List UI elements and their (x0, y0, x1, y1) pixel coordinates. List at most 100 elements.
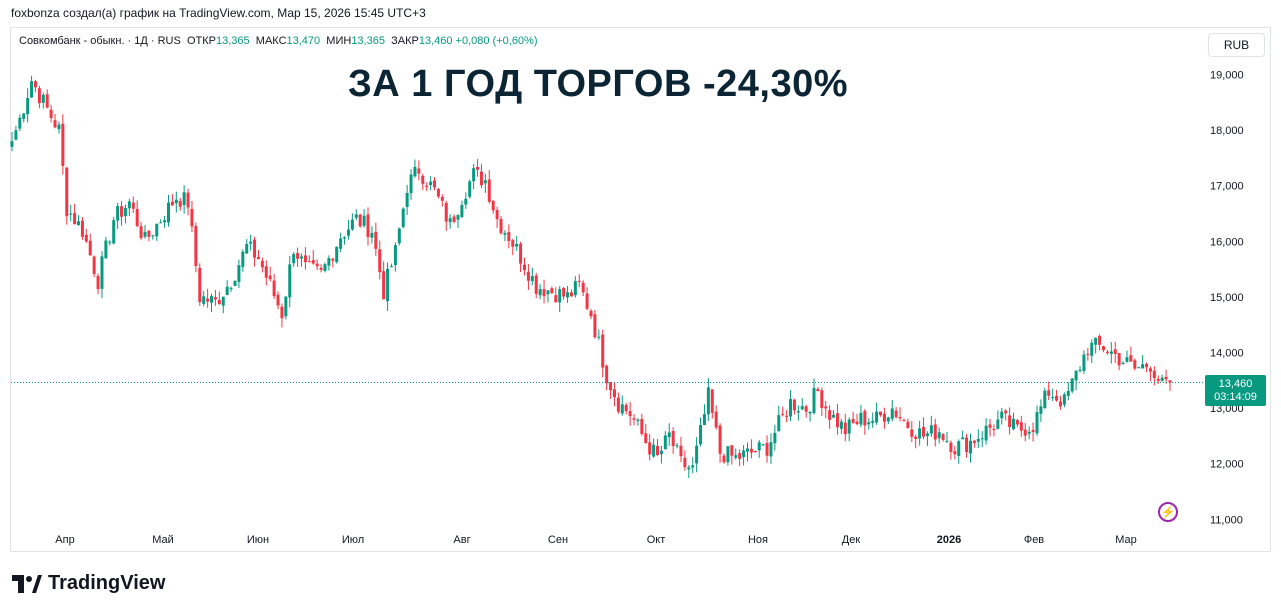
candle-body (656, 445, 660, 455)
candle-body (268, 275, 272, 280)
candle-body (847, 419, 851, 434)
candle-body (18, 117, 22, 129)
candle-body (460, 204, 464, 218)
candle-body (155, 223, 159, 237)
candle-body (479, 171, 483, 186)
candle-body (957, 441, 961, 456)
candle-body (413, 166, 417, 177)
candle-body (789, 399, 793, 417)
lightning-icon[interactable]: ⚡ (1158, 502, 1178, 522)
x-tick-label: Мар (1115, 534, 1137, 546)
candle-body (452, 216, 456, 222)
candle-body (1137, 367, 1141, 369)
candle-body (941, 434, 945, 440)
x-tick-label: Июн (247, 534, 269, 546)
candle-body (609, 382, 613, 391)
chart-frame (10, 27, 1271, 552)
candle-body (1101, 346, 1105, 351)
candle-body (1078, 369, 1082, 371)
candle-body (706, 387, 710, 415)
candle-body (785, 415, 789, 417)
candle-body (816, 388, 820, 392)
candle-body (30, 81, 34, 98)
candle-body (968, 440, 972, 454)
candle-body (1121, 362, 1125, 364)
candle-body (280, 306, 284, 319)
currency-button[interactable]: RUB (1208, 33, 1265, 57)
legend-open-label: ОТКР (186, 35, 216, 47)
candle-body (550, 288, 554, 294)
candle-body (742, 450, 746, 458)
candle-body (421, 175, 425, 184)
candle-body (511, 240, 515, 247)
candle-body (491, 200, 495, 211)
candle-body (233, 280, 237, 286)
candle-body (245, 244, 249, 254)
candle-body (202, 296, 206, 304)
candle-body (237, 265, 241, 282)
candle-body (687, 467, 691, 470)
legend-symbol[interactable]: Совкомбанк - обыкн. · 1Д · RUS (19, 35, 181, 47)
candle-body (436, 189, 440, 197)
candle-body (667, 432, 671, 438)
candle-body (292, 254, 296, 264)
candle-body (96, 275, 100, 289)
candle-body (546, 290, 550, 295)
candle-body (296, 253, 300, 259)
candle-body (718, 425, 722, 454)
candle-body (616, 397, 620, 412)
candle-body (835, 413, 839, 428)
candle-body (472, 168, 476, 182)
candle-body (1148, 368, 1152, 372)
candle-body (542, 289, 546, 297)
candle-body (683, 457, 687, 468)
candle-body (163, 220, 167, 223)
candle-body (397, 228, 401, 244)
candle-body (401, 208, 405, 228)
y-tick-label: 18,000 (1210, 125, 1244, 137)
candle-body (417, 168, 421, 174)
candle-body (605, 365, 609, 384)
candle-body (597, 336, 601, 338)
last-price-value: 13,460 (1218, 377, 1253, 390)
candle-body (33, 81, 37, 88)
y-tick-label: 19,000 (1210, 70, 1244, 82)
y-tick-label: 12,000 (1210, 459, 1244, 471)
candle-body (127, 201, 131, 209)
candle-body (495, 210, 499, 220)
candle-body (945, 440, 949, 442)
candle-body (1133, 360, 1137, 369)
candle-body (284, 296, 288, 317)
candle-body (77, 221, 81, 226)
candle-body (405, 192, 409, 208)
candle-body (45, 94, 49, 108)
candle-body (710, 389, 714, 413)
candle-body (311, 260, 315, 264)
candle-body (1031, 429, 1035, 432)
candle-body (1141, 364, 1145, 369)
tradingview-brand[interactable]: TradingView (12, 572, 165, 595)
candle-body (339, 238, 343, 249)
candle-body (487, 179, 491, 202)
candle-body (996, 419, 1000, 429)
candle-body (992, 428, 996, 431)
candle-body (585, 293, 589, 309)
candle-body (522, 264, 526, 271)
candle-body (628, 411, 632, 417)
candle-body (855, 421, 859, 425)
candle-body (112, 220, 116, 244)
candle-body (965, 437, 969, 453)
candle-body (57, 124, 61, 130)
candle-body (925, 433, 929, 437)
candle-body (1168, 380, 1172, 383)
candle-body (832, 414, 836, 418)
candle-body (906, 421, 910, 429)
candle-body (648, 442, 652, 455)
candle-body (519, 243, 523, 264)
candle-body (699, 425, 703, 445)
candle-body (370, 232, 374, 238)
candle-body (984, 425, 988, 441)
candle-body (749, 448, 753, 453)
candle-body (174, 199, 178, 204)
